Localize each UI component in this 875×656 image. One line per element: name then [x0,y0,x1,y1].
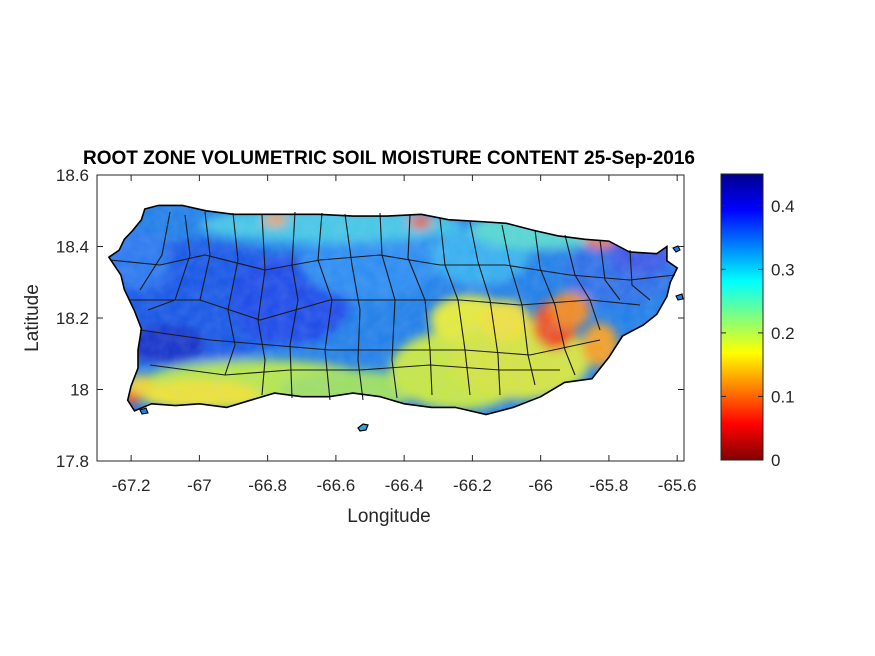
y-tick-label: 18.4 [56,238,89,257]
y-axis-label: Latitude [22,284,43,352]
x-tick-label: -66.2 [453,476,492,495]
y-axis: 17.8 18 18.2 18.4 18.6 [56,166,684,471]
x-tick-label: -65.6 [658,476,697,495]
x-tick-label: -65.8 [590,476,629,495]
colorbar-tick-label: 0.4 [771,197,795,216]
colorbar-tick-label: 0 [771,451,780,470]
island-outline [107,204,679,416]
x-axis: -67.2 -67 -66.8 -66.6 -66.4 -66.2 -66 -65.8 -65.… [112,175,697,495]
southwest-islet [139,407,149,415]
x-tick-label: -66.8 [248,476,287,495]
y-tick-label: 18 [70,381,89,400]
colorbar-tick-label: 0.2 [771,324,795,343]
map-title: ROOT ZONE VOLUMETRIC SOIL MOISTURE CONTE… [83,148,695,169]
colorbar-ticks: 0 0.1 0.2 0.3 0.4 [721,197,795,470]
y-tick-label: 17.8 [56,452,89,471]
colorbar-tick-label: 0.1 [771,387,795,406]
x-tick-label: -67 [187,476,212,495]
y-tick-label: 18.6 [56,166,89,185]
x-tick-label: -66.4 [385,476,424,495]
municipality-boundaries [109,211,676,401]
colorbar: 0 0.1 0.2 0.3 0.4 [720,173,795,470]
colorbar-gradient [720,173,764,461]
colorbar-tick-label: 0.3 [771,260,795,279]
y-tick-label: 18.2 [56,309,89,328]
x-axis-label: Longitude [347,506,430,527]
x-tick-label: -66 [528,476,553,495]
caja-de-muertos-islet [357,423,369,432]
x-tick-label: -66.6 [317,476,356,495]
x-tick-label: -67.2 [112,476,151,495]
east-islets [672,245,684,301]
